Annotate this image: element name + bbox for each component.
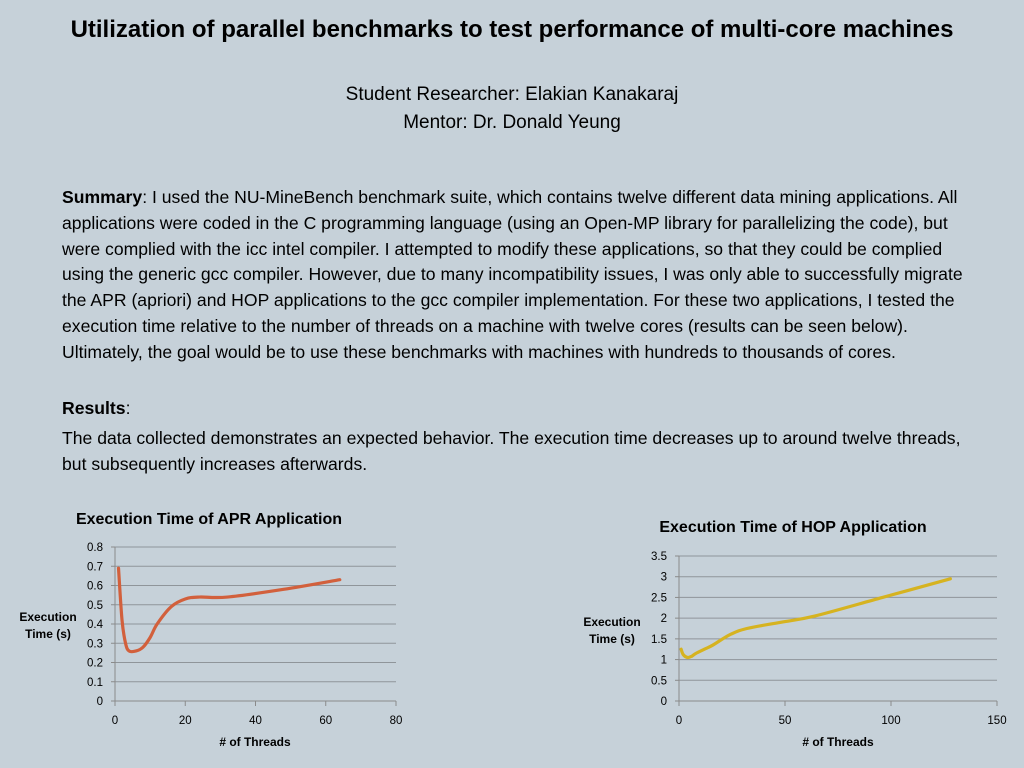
hop-y-tick-label: 0 — [661, 696, 667, 708]
hop-y-tick-label: 1.5 — [651, 634, 667, 646]
summary-paragraph: Summary: I used the NU-MineBench benchma… — [62, 185, 967, 366]
hop-x-tick-label: 150 — [987, 715, 1006, 727]
hop-x-axis-label: # of Threads — [802, 735, 874, 749]
poster-title: Utilization of parallel benchmarks to te… — [70, 16, 954, 43]
apr-y-tick-label: 0.1 — [87, 677, 103, 689]
hop-y-tick-label: 0.5 — [651, 675, 667, 687]
hop-y-axis-label-line: Time (s) — [589, 632, 635, 646]
hop-y-tick-label: 3 — [661, 572, 667, 584]
hop-y-tick-label: 2 — [661, 613, 667, 625]
hop-y-tick-label: 2.5 — [651, 592, 667, 604]
hop-y-tick-label: 1 — [661, 655, 667, 667]
hop-y-tick-label: 3.5 — [651, 551, 667, 563]
apr-series-line — [116, 566, 342, 654]
apr-y-axis-label-line: Execution — [19, 610, 76, 624]
apr-x-tick-label: 60 — [319, 715, 332, 727]
apr-y-tick-label: 0.6 — [87, 581, 103, 593]
results-label: Results — [62, 398, 126, 418]
hop-x-tick-label: 100 — [881, 715, 900, 727]
apr-x-tick-label: 0 — [112, 715, 118, 727]
apr-x-axis-label: # of Threads — [219, 735, 291, 749]
results-colon: : — [125, 398, 131, 418]
mentor-line: Mentor: Dr. Donald Yeung — [403, 112, 621, 133]
apr-y-tick-label: 0.3 — [87, 638, 103, 650]
hop-chart-title: Execution Time of HOP Application — [659, 519, 926, 536]
apr-x-tick-label: 40 — [249, 715, 262, 727]
researcher-line: Student Researcher: Elakian Kanakaraj — [345, 84, 679, 105]
apr-y-tick-label: 0.4 — [87, 619, 104, 631]
hop-series-line — [679, 577, 952, 660]
apr-x-tick-label: 20 — [179, 715, 192, 727]
summary-text: : I used the NU-MineBench benchmark suit… — [62, 187, 963, 362]
apr-y-tick-label: 0.8 — [87, 542, 103, 554]
apr-y-axis-label-line: Time (s) — [25, 627, 71, 641]
apr-y-tick-label: 0 — [97, 696, 103, 708]
apr-chart-title: Execution Time of APR Application — [76, 511, 342, 528]
hop-y-axis-label-line: Execution — [583, 615, 640, 629]
apr-y-tick-label: 0.7 — [87, 561, 103, 573]
results-heading: Results: — [62, 396, 967, 422]
results-paragraph: The data collected demonstrates an expec… — [62, 428, 961, 474]
hop-x-tick-label: 50 — [779, 715, 792, 727]
apr-y-tick-label: 0.5 — [87, 600, 103, 612]
hop-x-tick-label: 0 — [676, 715, 682, 727]
summary-label: Summary — [62, 187, 143, 207]
apr-y-tick-label: 0.2 — [87, 658, 103, 670]
apr-x-tick-label: 80 — [390, 715, 403, 727]
